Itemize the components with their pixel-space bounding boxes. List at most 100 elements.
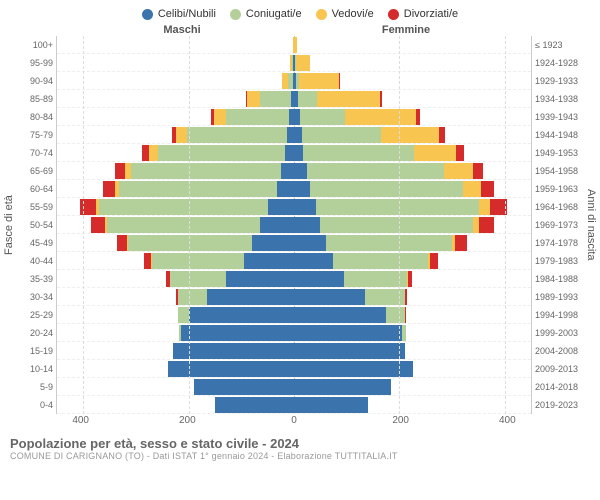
seg-c: [244, 253, 294, 269]
seg-co: [402, 325, 406, 341]
legend-item: Celibi/Nubili: [142, 8, 216, 20]
male-bar: [168, 360, 294, 378]
seg-v: [299, 73, 338, 89]
age-label: 100+: [16, 36, 56, 54]
male-bar: [166, 270, 294, 288]
seg-c: [189, 307, 294, 323]
pyramid-row: [57, 216, 531, 234]
pyramid-row: [57, 126, 531, 144]
legend-item: Divorziati/e: [388, 8, 458, 20]
birth-label: 1969-1973: [532, 216, 584, 234]
pyramid-row: [57, 234, 531, 252]
male-bar: [80, 198, 294, 216]
pyramid-row: [57, 324, 531, 342]
birth-label: 2019-2023: [532, 396, 584, 414]
birth-label: ≤ 1923: [532, 36, 584, 54]
birth-label: 1984-1988: [532, 270, 584, 288]
seg-c: [294, 145, 303, 161]
seg-co: [333, 253, 428, 269]
seg-co: [310, 181, 463, 197]
seg-co: [307, 163, 444, 179]
seg-d: [117, 235, 128, 251]
rows-container: [57, 36, 531, 414]
gender-header: Maschi Femmine: [0, 24, 600, 36]
pyramid-row: [57, 180, 531, 198]
seg-c: [294, 181, 310, 197]
seg-c: [294, 163, 307, 179]
male-bar: [211, 108, 294, 126]
pyramid-row: [57, 378, 531, 396]
female-bar: [294, 108, 420, 126]
birth-label: 1999-2003: [532, 324, 584, 342]
x-tick: 400: [499, 415, 516, 426]
male-bar: [142, 144, 294, 162]
seg-d: [405, 307, 406, 323]
seg-v: [381, 127, 439, 143]
age-label: 10-14: [16, 360, 56, 378]
x-tick: 400: [72, 415, 89, 426]
female-bar: [294, 54, 310, 72]
female-bar: [294, 324, 406, 342]
legend-label: Divorziati/e: [404, 8, 458, 20]
pyramid-row: [57, 144, 531, 162]
pyramid-row: [57, 342, 531, 360]
seg-v: [296, 55, 311, 71]
seg-co: [326, 235, 452, 251]
pyramid-row: [57, 36, 531, 54]
birth-label: 1994-1998: [532, 306, 584, 324]
seg-c: [181, 325, 294, 341]
seg-c: [294, 361, 413, 377]
birth-labels: ≤ 19231924-19281929-19331934-19381939-19…: [532, 36, 584, 414]
seg-c: [294, 127, 302, 143]
male-bar: [194, 378, 294, 396]
seg-c: [226, 271, 294, 287]
male-bar: [91, 216, 294, 234]
female-bar: [294, 360, 413, 378]
age-label: 55-59: [16, 198, 56, 216]
birth-label: 1989-1993: [532, 288, 584, 306]
seg-v: [176, 127, 187, 143]
seg-d: [144, 253, 151, 269]
seg-c: [294, 343, 405, 359]
seg-co: [178, 289, 207, 305]
seg-d: [430, 253, 438, 269]
birth-label: 1934-1938: [532, 90, 584, 108]
seg-d: [91, 217, 105, 233]
age-label: 60-64: [16, 180, 56, 198]
seg-v: [247, 91, 260, 107]
seg-co: [260, 91, 291, 107]
female-bar: [294, 234, 467, 252]
seg-co: [99, 199, 268, 215]
seg-c: [277, 181, 294, 197]
pyramid-row: [57, 198, 531, 216]
seg-c: [294, 235, 326, 251]
seg-co: [131, 163, 281, 179]
seg-co: [107, 217, 260, 233]
seg-c: [294, 217, 320, 233]
seg-v: [463, 181, 481, 197]
seg-co: [170, 271, 225, 287]
birth-label: 2004-2008: [532, 342, 584, 360]
pyramid-row: [57, 108, 531, 126]
male-bar: [172, 126, 294, 144]
seg-d: [481, 181, 494, 197]
legend-item: Coniugati/e: [230, 8, 302, 20]
seg-c: [294, 199, 316, 215]
legend-swatch: [388, 9, 399, 20]
y-axis-left-title: Fasce di età: [2, 36, 16, 414]
age-label: 35-39: [16, 270, 56, 288]
seg-v: [444, 163, 473, 179]
legend-swatch: [230, 9, 241, 20]
female-bar: [294, 306, 406, 324]
age-label: 40-44: [16, 252, 56, 270]
female-bar: [294, 288, 407, 306]
female-bar: [294, 180, 494, 198]
birth-label: 1959-1963: [532, 180, 584, 198]
seg-co: [119, 181, 277, 197]
age-label: 50-54: [16, 216, 56, 234]
seg-v: [414, 145, 456, 161]
male-bar: [215, 396, 294, 414]
seg-v: [294, 37, 297, 53]
pyramid-row: [57, 288, 531, 306]
chart-title: Popolazione per età, sesso e stato civil…: [10, 436, 590, 451]
